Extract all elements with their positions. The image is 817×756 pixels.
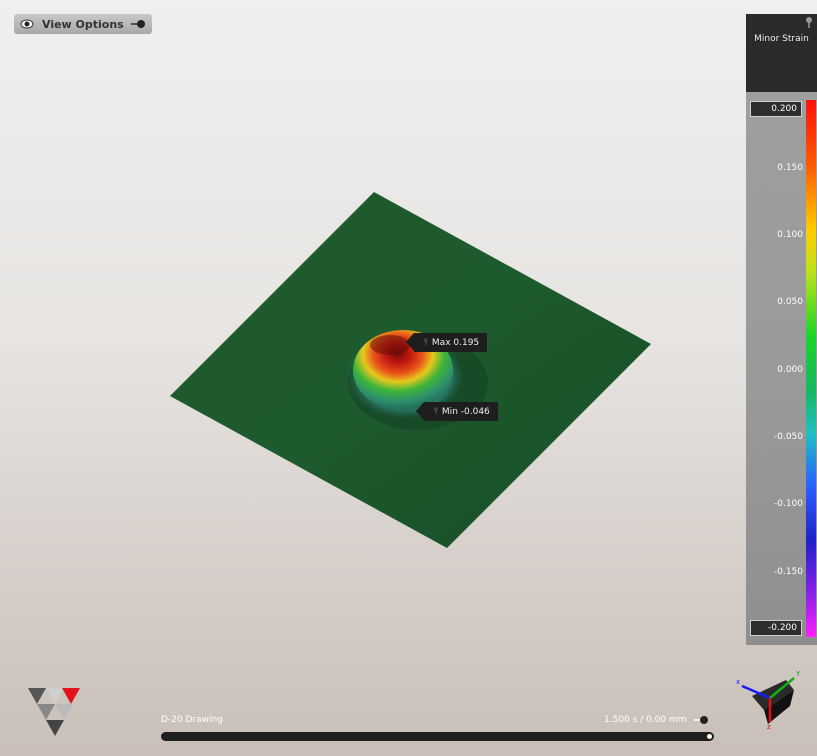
dome-highlight <box>370 335 410 355</box>
timeline-slider[interactable] <box>161 732 714 741</box>
axis-triad-icon[interactable]: x Y z <box>734 666 804 730</box>
view-options-label: View Options <box>42 17 124 31</box>
time-readout: 1.500 s / 0.00 mm <box>604 715 687 725</box>
legend-tick: 0.050 <box>777 297 803 307</box>
max-annotation[interactable]: ⫯ Max 0.195 <box>405 333 488 352</box>
pin-icon[interactable] <box>130 18 146 30</box>
legend-min-input[interactable]: -0.200 <box>750 620 802 636</box>
min-annotation-label: Min -0.046 <box>441 406 490 417</box>
svg-text:Y: Y <box>795 670 801 678</box>
view-options-button[interactable]: View Options <box>14 14 152 34</box>
timeline-thumb[interactable] <box>707 734 712 739</box>
legend-tick: 0.150 <box>777 163 803 173</box>
eye-icon <box>20 19 34 29</box>
legend-tick: -0.100 <box>773 499 803 509</box>
legend-colorbar <box>806 100 816 637</box>
legend-tick: -0.050 <box>773 432 803 442</box>
svg-text:x: x <box>736 678 740 686</box>
color-legend: 0.200 0.150 0.100 0.050 0.000 -0.050 -0.… <box>746 92 817 645</box>
legend-header: Minor Strain <box>746 14 817 92</box>
min-annotation[interactable]: ⫯ Min -0.046 <box>416 402 498 421</box>
pin-icon: ⫯ <box>434 406 438 417</box>
legend-tick: 0.100 <box>777 230 803 240</box>
svg-text:z: z <box>767 723 771 730</box>
pin-icon: ⫯ <box>424 337 428 348</box>
legend-title: Minor Strain <box>754 34 809 44</box>
pin-icon[interactable] <box>693 714 709 726</box>
legend-tick: 0.000 <box>777 365 803 375</box>
legend-max-input[interactable]: 0.200 <box>750 101 802 117</box>
legend-pin-icon[interactable] <box>805 16 813 28</box>
triangle-logo-icon <box>28 688 80 736</box>
sequence-label: D-20 Drawing <box>161 715 223 725</box>
legend-tick: -0.150 <box>773 567 803 577</box>
max-annotation-label: Max 0.195 <box>431 337 480 348</box>
